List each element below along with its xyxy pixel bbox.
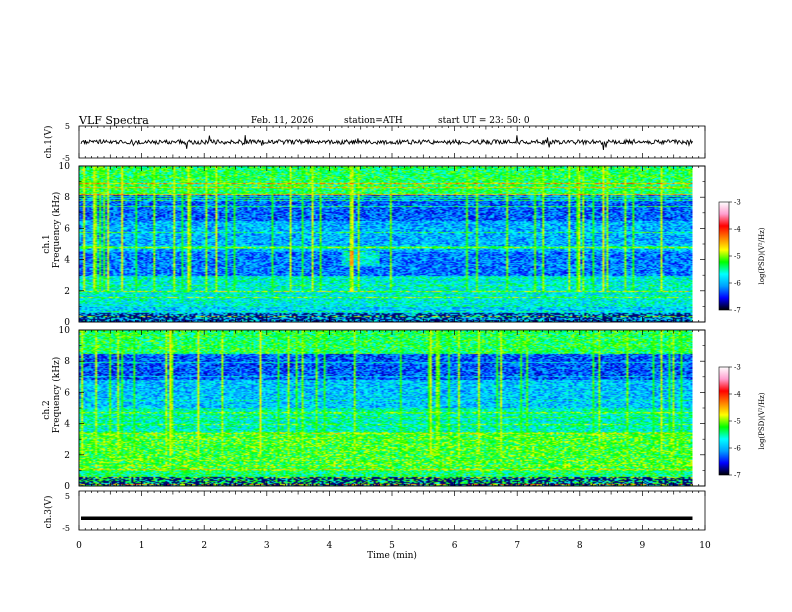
y-tick-label: 8	[64, 193, 70, 203]
y-tick-label: 2	[64, 451, 70, 461]
y-tick-label: 8	[64, 357, 70, 367]
figure-start-time: start UT = 23: 50: 0	[438, 116, 530, 126]
x-tick-label: 8	[577, 541, 583, 551]
colorbar-tick-label: -4	[734, 226, 741, 234]
ch2-spectrogram-image	[79, 330, 693, 486]
ch1-spectrogram-ylabel: Frequency (kHz)	[51, 192, 62, 269]
y-tick-label: 0	[64, 482, 70, 492]
ch3-waveform-panel: 5 -5 ch.3(V)	[43, 490, 706, 533]
y-tick-label: 10	[59, 162, 71, 172]
colorbar-tick-label: -4	[734, 391, 741, 399]
y-tick-label: 6	[64, 224, 70, 234]
y-tick-label: 6	[64, 388, 70, 398]
ch2-spectrogram-panel: 0 2 4 6 8 10 ch.2 Frequency (kHz)	[42, 326, 706, 492]
ch1-spectrogram-panel: 0 2 4 6 8 10 ch.1 Frequency (kHz)	[42, 162, 706, 328]
ch3-waveform-ytick-bottom: -5	[62, 524, 70, 533]
y-tick-label: 2	[64, 287, 70, 297]
colorbar-tick-label: -5	[734, 418, 741, 426]
x-tick-label: 6	[452, 541, 458, 551]
x-tick-label: 4	[327, 541, 333, 551]
ch2-spectrogram-channel-label: ch.2	[42, 400, 52, 419]
ch3-waveform-ylabel: ch.3(V)	[43, 496, 54, 529]
ch2-spectrogram-yticks: 0 2 4 6 8 10	[59, 326, 705, 492]
colorbar-tick-label: -5	[734, 253, 741, 261]
y-tick-label: 4	[64, 420, 70, 430]
x-axis-tick-labels: 0 1 2 3 4 5 6 7 8 9 10	[76, 541, 711, 551]
y-tick-label: 10	[59, 326, 71, 336]
colorbar-tick-label: -7	[734, 472, 741, 480]
ch3-waveform-frame	[78, 490, 706, 531]
y-tick-label: 4	[64, 256, 70, 266]
x-axis-label: Time (min)	[367, 550, 417, 561]
x-tick-label: 0	[76, 541, 82, 551]
ch1-spectrogram-xticks	[78, 166, 706, 322]
figure-station: station=ATH	[344, 116, 403, 126]
ch2-colorbar-scale	[718, 366, 730, 476]
x-tick-label: 3	[264, 541, 270, 551]
ch1-spectrogram-channel-label: ch.1	[42, 234, 52, 253]
y-tick-label: 0	[64, 318, 70, 328]
x-tick-label: 2	[201, 541, 207, 551]
ch1-colorbar-label: log(PSD)(V²/Hz)	[758, 227, 766, 284]
ch1-spectrogram-image	[79, 166, 693, 322]
x-tick-label: 9	[640, 541, 646, 551]
ch1-colorbar-ticks: -3 -4 -5 -6 -7	[729, 199, 741, 315]
ch2-colorbar-label: log(PSD)(V²/Hz)	[758, 392, 766, 449]
figure-title: VLF Spectra	[78, 114, 149, 127]
ch2-colorbar: -3 -4 -5 -6 -7 log(PSD)(V²/Hz)	[718, 364, 766, 480]
ch1-waveform-ytick-bottom: -5	[62, 154, 70, 163]
ch1-waveform-ytick-top: 5	[65, 122, 70, 131]
x-tick-label: 5	[389, 541, 395, 551]
colorbar-tick-label: -3	[734, 364, 741, 372]
colorbar-tick-label: -6	[734, 280, 741, 288]
ch2-spectrogram-xticks	[78, 330, 706, 486]
x-tick-label: 7	[514, 541, 520, 551]
ch3-waveform-xticks	[78, 491, 706, 530]
ch1-waveform-ylabel: ch.1(V)	[43, 126, 54, 159]
ch1-colorbar: -3 -4 -5 -6 -7 log(PSD)(V²/Hz)	[718, 199, 766, 315]
x-tick-label: 10	[699, 541, 711, 551]
ch1-waveform-trace	[80, 135, 693, 150]
ch1-spectrogram-yticks: 0 2 4 6 8 10	[59, 162, 705, 328]
colorbar-tick-label: -6	[734, 445, 741, 453]
ch3-waveform-ytick-top: 5	[65, 492, 70, 501]
x-tick-label: 1	[139, 541, 145, 551]
ch1-waveform-panel: 5 -5 ch.1(V)	[43, 122, 706, 163]
ch2-spectrogram-ylabel: Frequency (kHz)	[51, 357, 62, 434]
colorbar-tick-label: -7	[734, 307, 741, 315]
ch1-waveform-xticks	[78, 126, 706, 158]
figure-date: Feb. 11, 2026	[251, 116, 314, 126]
colorbar-tick-label: -3	[734, 199, 741, 207]
ch1-colorbar-scale	[718, 201, 730, 311]
ch2-colorbar-ticks: -3 -4 -5 -6 -7	[729, 364, 741, 480]
